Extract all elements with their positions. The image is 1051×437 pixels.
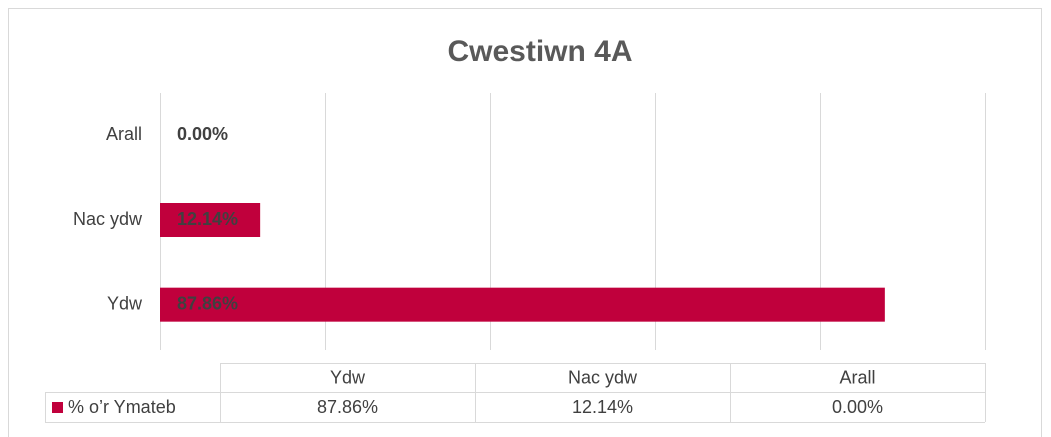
table-cell: 0.00% [832,397,883,417]
legend-label: % o’r Ymateb [68,397,176,417]
y-tick-label: Ydw [107,293,143,313]
table-cell: 12.14% [572,397,633,417]
table-cell: 87.86% [317,397,378,417]
chart-title: Cwestiwn 4A [447,35,632,68]
data-label: 0.00% [177,124,228,144]
table-header: Ydw [330,367,366,387]
table-header: Arall [839,367,875,387]
data-label: 87.86% [177,293,238,313]
table-header: Nac ydw [568,367,638,387]
y-tick-label: Nac ydw [73,209,143,229]
y-tick-label: Arall [106,124,142,144]
bar [160,203,261,237]
legend-key [52,402,63,413]
data-label: 12.14% [177,209,238,229]
bar [160,287,885,322]
